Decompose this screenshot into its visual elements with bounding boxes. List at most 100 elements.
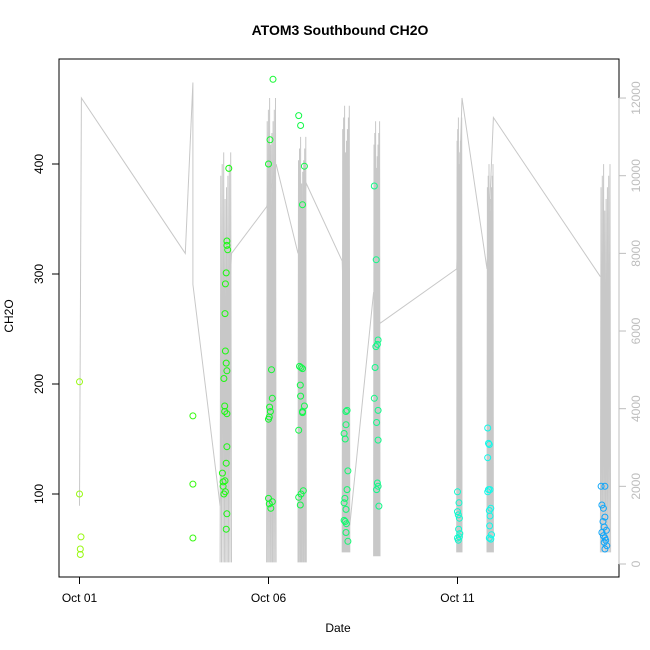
ch2o-point (485, 534, 493, 542)
ch2o-point (486, 512, 494, 520)
ch2o-point (223, 367, 231, 375)
ch2o-point (222, 525, 230, 533)
ch2o-point (296, 501, 304, 509)
ch2o-point (297, 122, 305, 129)
ch2o-point (299, 201, 306, 209)
ch2o-point (268, 498, 276, 506)
ch2o-point (223, 410, 231, 418)
ch2o-point (300, 162, 308, 170)
ch2o-point (221, 408, 229, 415)
ch2o-point (375, 502, 383, 510)
y2-tick-label: 0 (629, 560, 643, 567)
ch2o-point (266, 136, 274, 144)
ch2o-point (300, 402, 308, 410)
y2-tick-label: 8000 (629, 240, 643, 267)
altitude-profile-2 (297, 136, 307, 563)
ch2o-point (296, 381, 304, 389)
ch2o-point (340, 499, 348, 507)
ch2o-point (76, 378, 83, 386)
ch2o-point (485, 486, 492, 494)
ch2o-point (597, 482, 605, 490)
y-tick-label: 200 (32, 374, 46, 394)
altitude-profile-3 (341, 105, 351, 553)
ch2o-point (225, 164, 233, 172)
ch2o-point (342, 529, 350, 536)
ch2o-point (484, 424, 492, 432)
ch2o-point (222, 459, 230, 467)
ch2o-point (267, 504, 275, 512)
altitude-connector-line (79, 82, 601, 526)
x-axis-label: Date (325, 621, 351, 635)
ch2o-point (297, 392, 305, 400)
x-tick-label: Oct 06 (251, 591, 287, 605)
ch2o-point (218, 469, 226, 477)
ch2o-points-layer (76, 75, 611, 558)
ch2o-point (454, 508, 461, 516)
y-axis-right: 0 2000 4000 6000 8000 10000 12000 (618, 81, 643, 567)
altitude-profile-7 (599, 164, 612, 553)
ch2o-point (342, 505, 350, 513)
ch2o-point (373, 486, 381, 494)
ch2o-point (266, 403, 274, 411)
altitude-profile-4 (373, 121, 381, 557)
ch2o-point (454, 511, 462, 519)
ch2o-point (598, 501, 606, 509)
plot-frame (58, 58, 620, 578)
altitude-profile-1 (266, 97, 277, 563)
ch2o-point (299, 409, 306, 417)
ch2o-point (343, 486, 351, 494)
ch2o-point (373, 419, 381, 426)
ch2o-point (374, 406, 382, 414)
ch2o-point (371, 364, 379, 371)
ch2o-point (344, 467, 352, 475)
ch2o-point (77, 533, 85, 541)
ch2o-point (374, 482, 382, 490)
ch2o-point (265, 160, 272, 168)
y-tick-label: 300 (32, 264, 46, 284)
chart-title: ATOM3 Southbound CH2O (252, 22, 429, 38)
ch2o-point (189, 412, 197, 420)
ch2o-point (455, 533, 463, 541)
ch2o-point (455, 525, 463, 533)
ch2o-point (487, 535, 495, 543)
y-tick-label: 400 (32, 154, 46, 174)
ch2o-point (374, 436, 382, 444)
x-tick-label: Oct 01 (62, 591, 98, 605)
ch2o-point (222, 359, 230, 367)
y-axis-left: 100 200 300 400 (32, 154, 60, 504)
ch2o-point (224, 246, 232, 254)
ch2o-point (455, 514, 463, 522)
ch2o-point (222, 269, 230, 277)
ch2o-point (223, 241, 231, 249)
x-tick-label: Oct 11 (440, 591, 475, 605)
ch2o-point (299, 487, 307, 495)
y2-tick-label: 10000 (629, 159, 643, 193)
ch2o-point (599, 504, 607, 512)
ch2o-point (485, 439, 492, 447)
ch2o-point (344, 537, 352, 545)
ch2o-point (601, 545, 609, 553)
ch2o-point (297, 364, 305, 371)
ch2o-point (299, 365, 306, 373)
ch2o-point (221, 347, 229, 355)
ch2o-point (454, 536, 462, 544)
ch2o-point (598, 529, 606, 536)
ch2o-point (342, 408, 350, 415)
ch2o-point (341, 494, 349, 502)
ch2o-point (601, 482, 609, 490)
ch2o-point (295, 112, 303, 120)
ch2o-point (266, 408, 274, 415)
ch2o-point (484, 454, 492, 462)
ch2o-point (221, 280, 229, 288)
ch2o-point (370, 394, 378, 402)
altitude-profile-0 (219, 152, 232, 563)
altitude-profile-6 (486, 164, 494, 553)
ch2o-point (189, 480, 197, 488)
ch2o-point (373, 479, 381, 487)
ch2o-point (268, 366, 275, 374)
x-axis: Oct 01 Oct 06 Oct 11 (62, 576, 475, 605)
ch2o-point (601, 513, 609, 521)
y2-tick-label: 12000 (629, 81, 643, 115)
y2-tick-label: 2000 (629, 473, 643, 500)
